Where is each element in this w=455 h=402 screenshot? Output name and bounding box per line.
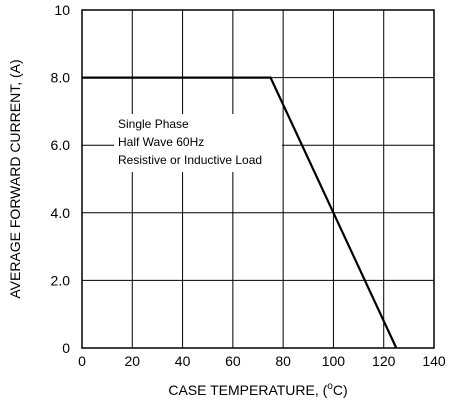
series-line: [82, 76, 398, 349]
y-tick-label: 2.0: [51, 272, 71, 288]
x-tick-label: 20: [124, 353, 140, 369]
grid-lines: [82, 10, 434, 348]
annotation-line: Half Wave 60Hz: [118, 135, 204, 149]
y-axis-ticks: 0 2.0 4.0 6.0 8.0 10: [51, 2, 71, 356]
x-tick-label: 120: [372, 353, 396, 369]
annotation-line: Resistive or Inductive Load: [118, 153, 262, 167]
annotation-text: Single Phase Half Wave 60Hz Resistive or I…: [118, 117, 262, 167]
y-tick-label: 8.0: [51, 70, 71, 86]
x-tick-label: 0: [78, 353, 86, 369]
y-axis-label: AVERAGE FORWARD CURRENT, (A): [7, 59, 23, 298]
annotation-box: [114, 114, 282, 172]
x-axis-label: CASE TEMPERATURE, (oC): [168, 381, 347, 398]
x-tick-label: 100: [322, 353, 346, 369]
x-tick-label: 60: [225, 353, 241, 369]
x-tick-label: 140: [422, 353, 446, 369]
y-tick-label: 0: [62, 340, 70, 356]
y-tick-label: 10: [54, 2, 70, 18]
x-tick-label: 40: [175, 353, 191, 369]
y-tick-label: 6.0: [51, 137, 71, 153]
x-tick-label: 80: [275, 353, 291, 369]
x-axis-ticks: 0 20 40 60 80 100 120 140: [78, 353, 446, 369]
annotation-line: Single Phase: [118, 117, 189, 131]
plot-frame: [81, 9, 435, 349]
y-tick-label: 4.0: [51, 205, 71, 221]
